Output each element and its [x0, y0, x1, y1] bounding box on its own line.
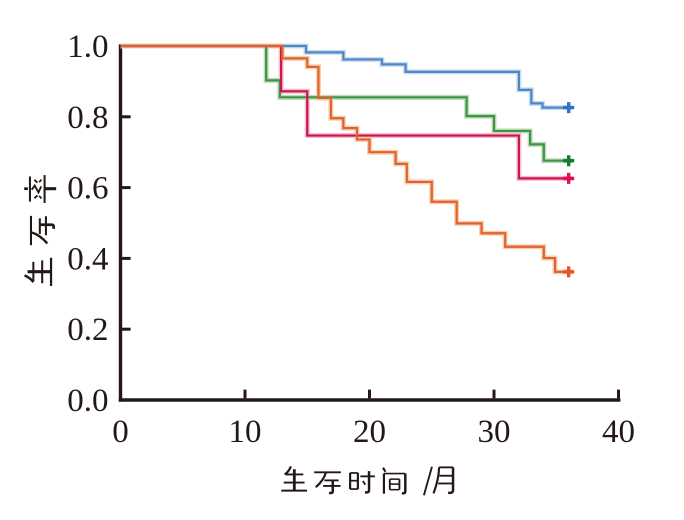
curve-blue: [120, 44, 573, 109]
glyph-stroke: [401, 473, 407, 495]
y-tick-label: 0.0: [67, 383, 108, 419]
cjk-glyph: [432, 466, 455, 495]
y-tick-label: 0.4: [67, 241, 108, 277]
x-tick-label: 40: [602, 414, 635, 450]
glyph-stroke: [362, 480, 367, 486]
curve-orange-censor-mark: [563, 266, 575, 278]
glyph-stroke: [447, 467, 455, 495]
cjk-glyph: [423, 466, 433, 496]
y-axis-title: [24, 175, 57, 286]
glyph-stroke: [24, 274, 35, 283]
glyph-stroke: [33, 194, 39, 199]
x-tick-label: 30: [478, 414, 511, 450]
glyph-stroke: [315, 472, 327, 489]
glyph-stroke: [284, 465, 292, 476]
y-axis-title-glyphs: [24, 175, 57, 286]
curve-blue-censor-mark: [563, 102, 575, 114]
cjk-glyph: [24, 257, 53, 286]
x-axis-title: [281, 465, 455, 496]
glyph-stroke: [328, 480, 335, 495]
y-tick-label: 0.2: [67, 312, 108, 348]
glyph-stroke: [39, 223, 56, 230]
cjk-glyph: [29, 215, 56, 246]
glyph-stroke: [364, 471, 371, 494]
cjk-glyph: [314, 471, 341, 495]
y-tick-label: 0.8: [67, 100, 108, 136]
glyph-stroke: [33, 179, 39, 184]
survival-curves: [120, 44, 573, 273]
curve-red-halo: [120, 43, 573, 181]
curve-green-halo: [120, 43, 573, 164]
axis-tick-labels: 0 10 20 30 40 1.0 0.8 0.6 0.4 0.2 0.0: [67, 29, 635, 450]
axis-titles: [24, 175, 455, 496]
y-tick-label: 1.0: [67, 29, 108, 65]
axes: [118, 44, 621, 402]
curve-red: [120, 44, 573, 180]
cjk-glyph: [382, 467, 407, 495]
glyph-stroke: [432, 467, 441, 494]
glyph-stroke: [382, 467, 387, 473]
x-tick-label: 20: [353, 414, 386, 450]
glyph-stroke: [423, 466, 433, 496]
y-tick-label: 0.6: [67, 171, 108, 207]
cjk-glyph: [281, 465, 308, 492]
censor-marks: [563, 102, 575, 278]
x-tick-label: 10: [229, 414, 262, 450]
glyph-stroke: [30, 183, 43, 195]
glyph-stroke: [30, 231, 49, 245]
x-tick-label: 0: [112, 414, 129, 450]
cjk-glyph: [349, 471, 375, 494]
curve-green: [120, 44, 573, 162]
glyph-stroke: [38, 195, 43, 200]
curve-green-censor-mark: [563, 155, 575, 167]
curve-red-censor-mark: [563, 172, 575, 184]
curve-orange: [120, 44, 573, 273]
cjk-glyph: [24, 175, 57, 203]
glyph-stroke: [38, 178, 43, 183]
